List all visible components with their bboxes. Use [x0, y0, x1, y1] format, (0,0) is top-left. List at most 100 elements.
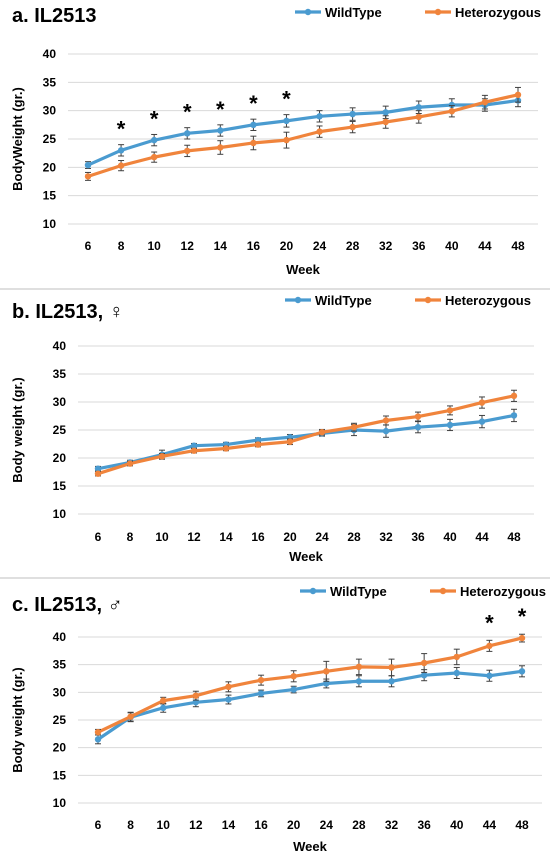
- y-tick-label: 15: [53, 768, 67, 782]
- significance-star: *: [518, 604, 527, 629]
- y-tick-label: 25: [53, 713, 67, 727]
- data-point: [453, 653, 460, 661]
- series-line: [96, 394, 516, 476]
- legend-label: WildType: [315, 293, 372, 308]
- data-point: [217, 144, 224, 151]
- chart-title: b. IL2513, ♀: [12, 301, 124, 323]
- legend: WildType Heterozygous: [285, 293, 531, 308]
- data-point: [150, 153, 158, 161]
- data-point: [150, 136, 158, 144]
- series-wildtype: [84, 93, 522, 169]
- data-point: [184, 130, 191, 137]
- significance-star: *: [485, 610, 494, 635]
- chart-title: c. IL2513, ♂: [12, 594, 123, 616]
- x-tick-label: 6: [95, 530, 102, 544]
- x-tick-label: 36: [417, 818, 431, 832]
- y-tick-label: 35: [53, 367, 67, 381]
- x-axis-label: Week: [289, 549, 323, 564]
- x-tick-label: 10: [147, 239, 161, 253]
- data-point: [388, 664, 395, 671]
- legend-marker: [439, 587, 447, 595]
- x-tick-label: 32: [379, 239, 393, 253]
- data-point: [415, 113, 422, 121]
- y-tick-label: 20: [53, 741, 67, 755]
- gridlines: [78, 345, 534, 515]
- data-point: [117, 147, 125, 154]
- x-tick-label: 12: [181, 239, 195, 253]
- legend-marker: [434, 8, 442, 16]
- data-point: [257, 690, 265, 697]
- x-tick-label: 16: [251, 530, 265, 544]
- data-point: [514, 91, 522, 99]
- data-point: [382, 417, 390, 424]
- data-point: [382, 427, 390, 435]
- data-point: [518, 634, 526, 642]
- y-tick-label: 30: [43, 104, 57, 118]
- x-tick-label: 24: [320, 818, 334, 832]
- x-tick-label: 48: [511, 239, 525, 253]
- data-point: [84, 161, 92, 169]
- significance-star: *: [117, 117, 126, 142]
- significance-star: *: [249, 91, 258, 116]
- data-point: [94, 465, 102, 472]
- data-point: [84, 173, 92, 180]
- x-tick-label: 32: [379, 530, 393, 544]
- x-tick-label: 28: [347, 530, 361, 544]
- series-line: [96, 669, 524, 741]
- data-point: [257, 676, 265, 684]
- data-point: [160, 697, 167, 704]
- data-point: [190, 442, 198, 449]
- data-point: [415, 104, 422, 111]
- data-point: [283, 136, 290, 144]
- x-tick-label: 20: [287, 818, 301, 832]
- x-tick-label: 12: [189, 818, 203, 832]
- data-point: [446, 407, 454, 414]
- data-point: [448, 101, 456, 109]
- data-point: [127, 713, 134, 720]
- data-point: [225, 683, 232, 690]
- x-tick-label: 20: [283, 530, 297, 544]
- x-tick-label: 44: [475, 530, 489, 544]
- data-point: [94, 736, 102, 743]
- series-wildtype: [94, 665, 526, 745]
- gridlines: [78, 636, 542, 804]
- data-point: [286, 438, 294, 445]
- x-tick-label: 6: [85, 239, 92, 253]
- data-point: [349, 110, 356, 118]
- data-point: [448, 108, 456, 115]
- data-point: [160, 704, 167, 712]
- y-tick-label: 15: [43, 189, 57, 203]
- chart-panel-1: a. IL2513 10 15 20 25 30 35 40 6 8 10 12 14 16 20 24 28 3…: [10, 5, 541, 277]
- x-tick-label: 16: [247, 239, 261, 253]
- y-tick-label: 30: [53, 685, 67, 699]
- data-point: [283, 117, 290, 125]
- data-point: [382, 109, 389, 116]
- y-tick-label: 10: [53, 507, 67, 521]
- data-point: [388, 678, 395, 685]
- series-heterozygous: [94, 389, 518, 477]
- x-axis-label: Week: [286, 262, 320, 277]
- legend-label: Heterozygous: [455, 5, 541, 20]
- y-tick-label: 25: [43, 132, 57, 146]
- data-point: [316, 113, 323, 120]
- series-line: [96, 413, 516, 471]
- series-heterozygous: [84, 86, 522, 181]
- data-point: [117, 162, 125, 169]
- significance-star: *: [183, 100, 192, 125]
- data-point: [318, 429, 326, 436]
- y-tick-label: 35: [53, 658, 67, 672]
- data-point: [192, 692, 200, 699]
- x-tick-label: 40: [445, 239, 459, 253]
- data-point: [414, 413, 422, 420]
- significance-star: *: [150, 106, 159, 131]
- x-tick-label: 12: [187, 530, 201, 544]
- data-point: [350, 424, 358, 431]
- data-point: [323, 668, 330, 675]
- data-point: [126, 460, 134, 467]
- y-axis-label: Body weight (gr.): [10, 377, 25, 482]
- data-point: [510, 412, 518, 419]
- x-tick-label: 48: [515, 818, 529, 832]
- y-tick-label: 35: [43, 75, 57, 89]
- x-tick-label: 44: [483, 818, 497, 832]
